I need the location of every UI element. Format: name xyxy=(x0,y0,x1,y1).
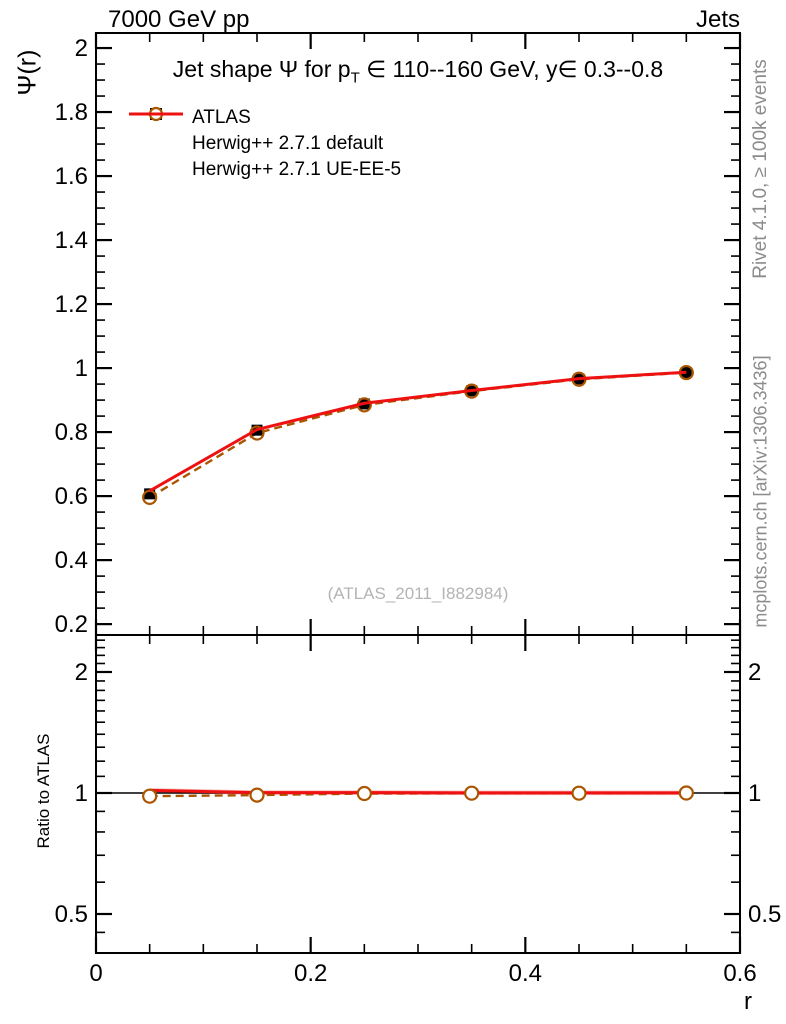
axis-tick-label: 0.5 xyxy=(748,901,781,928)
beam-info-label: 7000 GeV pp xyxy=(108,6,250,33)
analysis-id-watermark: (ATLAS_2011_I882984) xyxy=(327,584,509,603)
axis-tick-label: 0.4 xyxy=(509,960,542,987)
solid-line-marker-icon xyxy=(128,112,184,179)
mcplots-arxiv-note: mcplots.cern.ch [arXiv:1306.3436] xyxy=(750,355,771,628)
main-atlas-markers xyxy=(144,367,692,500)
axis-tick-label: 1.2 xyxy=(55,291,88,318)
ratio-herwig-default-markers xyxy=(142,785,694,804)
main-herwig-ueee5-line xyxy=(148,370,687,493)
axis-tick-label: 0.2 xyxy=(294,960,327,987)
axis-tick-label: 0.4 xyxy=(55,547,88,574)
ratio-y-axis-ticks xyxy=(96,639,740,934)
axis-tick-label: 0.6 xyxy=(55,483,88,510)
axis-tick-label: 2 xyxy=(75,659,88,686)
legend-item-herwig-default: Herwig++ 2.7.1 default xyxy=(128,106,401,157)
axis-tick-label: 1.8 xyxy=(55,99,88,126)
axis-tick-label: 0.6 xyxy=(723,960,756,987)
axis-tick-label: 0.5 xyxy=(55,901,88,928)
ratio-y-axis-title: Ratio to ATLAS xyxy=(34,733,53,849)
ratio-herwig-ueee5-line xyxy=(149,788,687,795)
x-axis-title: r xyxy=(744,988,752,1015)
x-axis-labels: 0 0.2 0.4 0.6 xyxy=(89,960,756,987)
plot-title-prefix: Jet shape Ψ for p xyxy=(172,56,351,82)
axis-tick-label: 1 xyxy=(748,780,761,807)
main-herwig-default-markers xyxy=(142,364,694,505)
legend-label: ATLAS xyxy=(192,107,251,128)
x-axis-ticks xyxy=(94,33,742,953)
axis-tick-label: 2 xyxy=(75,35,88,62)
ratio-y-axis-labels: 0.5 0.5 1 1 2 2 xyxy=(55,659,782,928)
legend-label: Herwig++ 2.7.1 UE-EE-5 xyxy=(192,159,402,180)
plot-title-subscript: T xyxy=(350,69,360,87)
rivet-version-note: Rivet 4.1.0, ≥ 100k events xyxy=(750,59,771,279)
axis-tick-label: 0.8 xyxy=(55,419,88,446)
dashed-open-circle-marker-icon xyxy=(128,106,184,153)
plot-title-suffix: ∈ 110--160 GeV, y∈ 0.3--0.8 xyxy=(359,56,664,82)
plot-title: Jet shape Ψ for pT ∈ 110--160 GeV, y∈ 0.… xyxy=(96,56,740,87)
legend: ATLAS Herwig++ 2.7.1 default Herwig++ 2.… xyxy=(128,105,401,183)
axis-tick-label: 2 xyxy=(748,659,761,686)
main-y-axis-ticks xyxy=(96,46,740,626)
legend-item-herwig-ueee5: Herwig++ 2.7.1 UE-EE-5 xyxy=(128,112,402,183)
main-y-axis-title: Ψ(r) xyxy=(13,49,42,96)
axis-tick-label: 0.2 xyxy=(55,611,88,638)
main-herwig-default-line xyxy=(149,371,687,499)
axis-tick-label: 1 xyxy=(75,355,88,382)
axis-tick-label: 1.6 xyxy=(55,163,88,190)
legend-label: Herwig++ 2.7.1 default xyxy=(192,133,384,154)
axis-tick-label: 1.4 xyxy=(55,227,88,254)
axis-tick-label: 1 xyxy=(75,780,88,807)
main-y-axis-labels: 0.2 0.4 0.6 0.8 1 1.2 1.4 1.6 1.8 2 xyxy=(55,35,88,638)
analysis-group-label: Jets xyxy=(695,6,740,33)
axis-tick-label: 0 xyxy=(89,960,102,987)
